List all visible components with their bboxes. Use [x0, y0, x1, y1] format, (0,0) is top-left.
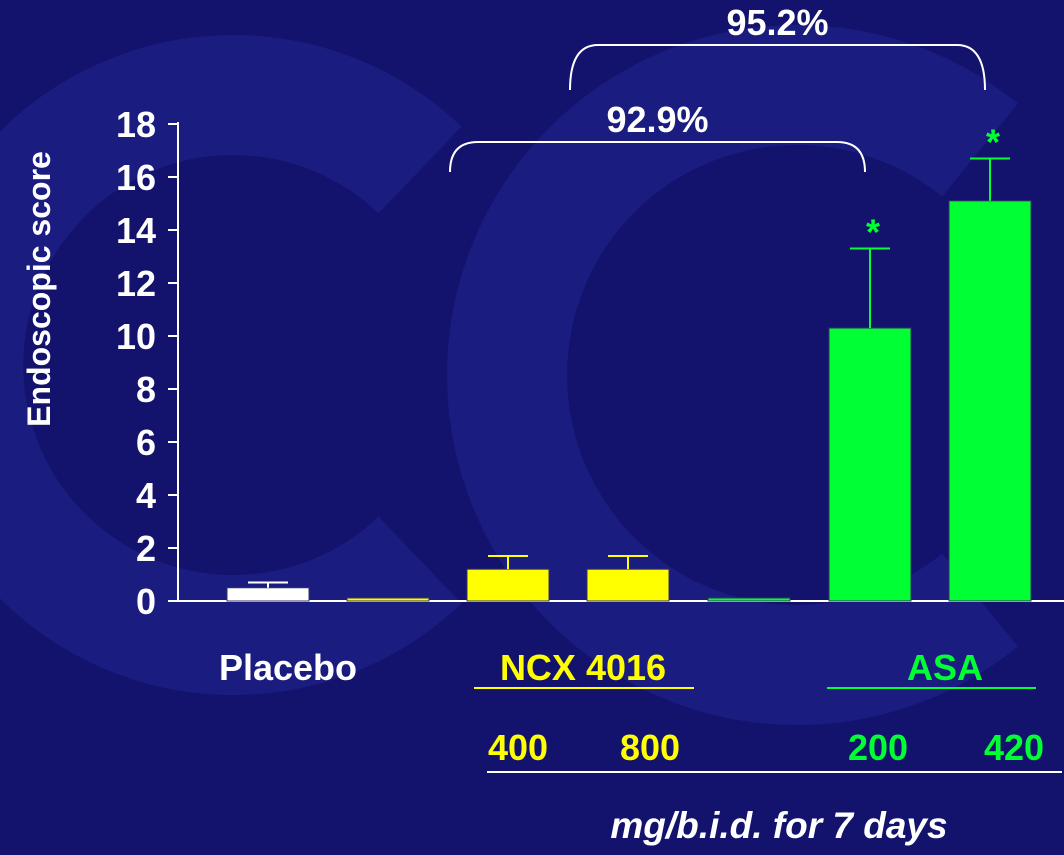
- brackets-group: 92.9% 95.2%: [449, 2, 986, 173]
- y-tick-label: 8: [136, 369, 156, 410]
- bar: [586, 568, 670, 602]
- bar: [226, 587, 310, 602]
- bracket-percent-label: 92.9%: [606, 99, 708, 140]
- bars-group: **: [226, 121, 1032, 602]
- y-axis: 0 2 4 6 8 10 12 14 16 18: [116, 104, 1064, 622]
- group-label: Placebo: [219, 647, 357, 688]
- significance-star: *: [986, 121, 1000, 162]
- y-tick-label: 2: [136, 528, 156, 569]
- y-axis-label: Endoscopic score: [21, 151, 57, 427]
- comparison-bracket: [569, 44, 986, 91]
- dose-label: 800: [620, 727, 680, 768]
- group-label: NCX 4016: [500, 647, 666, 688]
- bracket-percent-label: 95.2%: [726, 2, 828, 43]
- dose-label: 420: [984, 727, 1044, 768]
- bar: [948, 200, 1032, 602]
- y-tick-label: 16: [116, 157, 156, 198]
- dose-label: 400: [488, 727, 548, 768]
- y-tick-label: 0: [136, 581, 156, 622]
- dose-label: 200: [848, 727, 908, 768]
- group-label: ASA: [907, 647, 983, 688]
- y-tick-label: 12: [116, 263, 156, 304]
- y-tick-label: 18: [116, 104, 156, 145]
- bar: [707, 597, 791, 602]
- dose-footnote: mg/b.i.d. for 7 days: [610, 805, 947, 846]
- y-tick-label: 10: [116, 316, 156, 357]
- comparison-bracket: [449, 141, 866, 173]
- bar: [466, 568, 550, 602]
- bar: [828, 327, 912, 602]
- y-tick-label: 6: [136, 422, 156, 463]
- y-tick-label: 4: [136, 475, 156, 516]
- category-labels-group: Placebo NCX 4016 ASA 400 800 200 420: [219, 647, 1062, 773]
- bar: [346, 597, 430, 602]
- significance-star: *: [866, 212, 880, 253]
- y-tick-label: 14: [116, 210, 156, 251]
